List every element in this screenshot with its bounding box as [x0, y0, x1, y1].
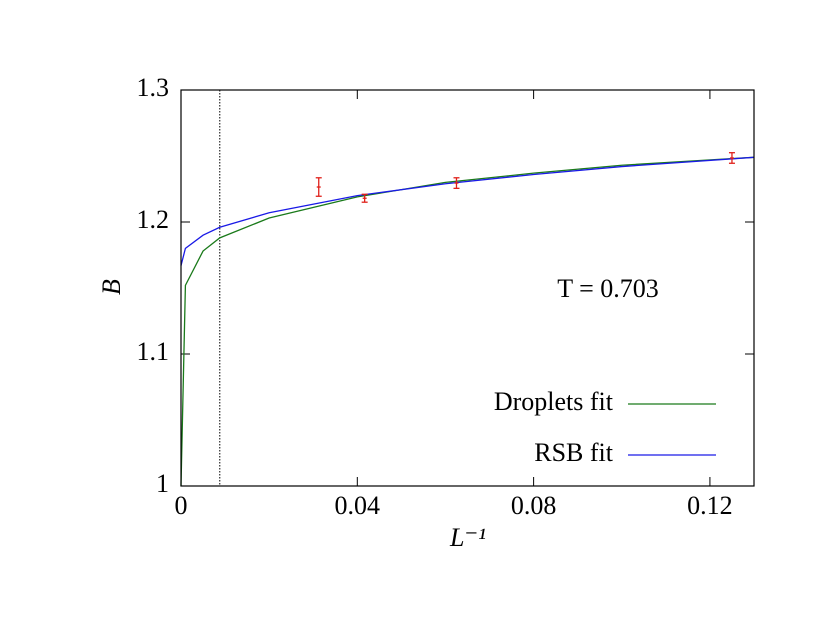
x-tick-label: 0.12	[687, 491, 733, 520]
x-tick-label: 0.08	[511, 491, 557, 520]
legend-label: Droplets fit	[494, 387, 614, 416]
plot-frame	[180, 89, 755, 487]
error-bar	[453, 177, 460, 189]
x-axis-label: L⁻¹	[449, 523, 486, 552]
y-tick-label: 1	[156, 469, 169, 498]
y-tick-label: 1.1	[137, 337, 170, 366]
y-axis-label: B	[97, 279, 126, 295]
x-tick-label: 0	[175, 491, 188, 520]
legend-label: RSB fit	[534, 438, 614, 467]
y-tick-label: 1.3	[137, 73, 170, 102]
error-bar	[315, 177, 322, 197]
fit-line	[180, 156, 755, 487]
error-bar	[728, 152, 735, 164]
annotation: T = 0.703	[557, 274, 659, 303]
y-tick-label: 1.2	[137, 205, 170, 234]
error-bar	[361, 193, 368, 203]
fit-line	[180, 156, 755, 266]
x-tick-label: 0.04	[335, 491, 381, 520]
